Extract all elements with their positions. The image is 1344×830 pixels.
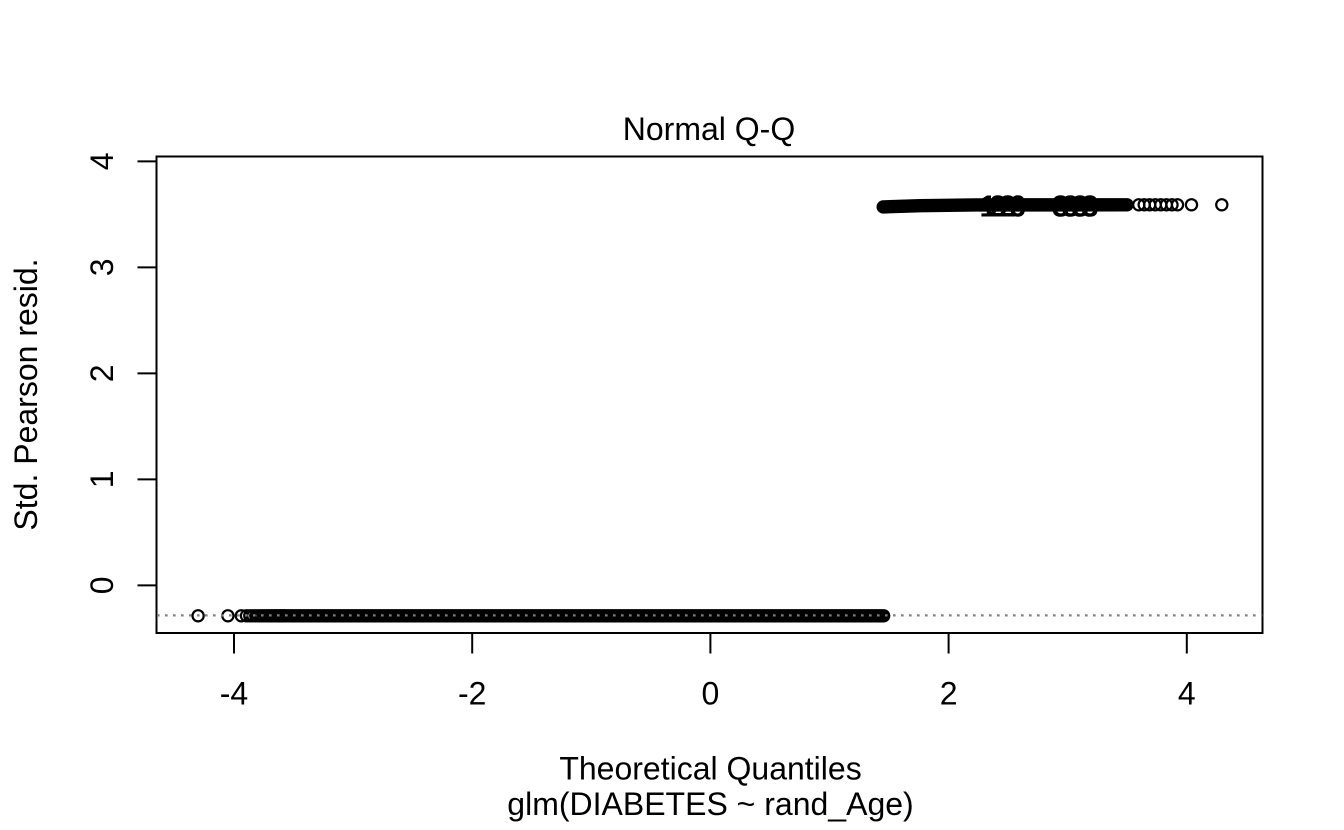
svg-text:3: 3 [84,259,120,277]
svg-text:2: 2 [940,676,958,712]
svg-text:Std. Pearson resid.: Std. Pearson resid. [8,258,44,530]
svg-text:Normal Q-Q: Normal Q-Q [623,111,795,147]
svg-text:-4: -4 [220,676,248,712]
svg-text:4: 4 [1178,676,1196,712]
svg-text:4: 4 [84,153,120,171]
svg-text:-2: -2 [458,676,486,712]
svg-text:glm(DIABETES ~ rand_Age): glm(DIABETES ~ rand_Age) [507,786,913,822]
svg-text:0: 0 [702,676,720,712]
svg-text:1: 1 [84,471,120,489]
svg-text:2: 2 [84,365,120,383]
svg-text:Theoretical Quantiles: Theoretical Quantiles [559,751,861,787]
svg-text:0: 0 [84,577,120,595]
